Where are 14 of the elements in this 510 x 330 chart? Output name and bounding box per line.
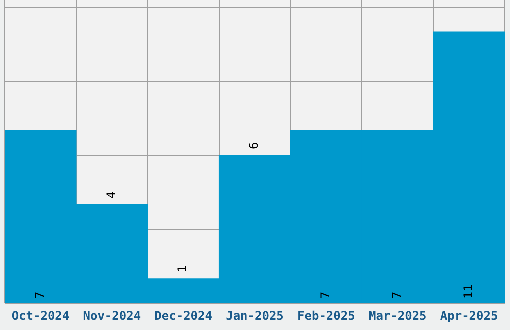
x-tick-label: Oct-2024 bbox=[12, 308, 70, 323]
data-label: 11 bbox=[461, 284, 476, 300]
x-tick-label: Nov-2024 bbox=[83, 308, 142, 323]
data-label: 6 bbox=[247, 142, 262, 150]
x-tick-label: Apr-2025 bbox=[440, 308, 498, 323]
data-label: 7 bbox=[32, 292, 47, 300]
data-label: 7 bbox=[390, 292, 404, 300]
data-label: 1 bbox=[176, 266, 190, 273]
data-label: 7 bbox=[318, 292, 333, 300]
x-tick-label: Dec-2024 bbox=[154, 308, 212, 323]
x-tick-label: Feb-2025 bbox=[298, 308, 356, 323]
x-tick-label: Mar-2025 bbox=[368, 308, 427, 323]
x-tick-label: Jan-2025 bbox=[226, 308, 284, 323]
data-label: 4 bbox=[104, 192, 118, 199]
